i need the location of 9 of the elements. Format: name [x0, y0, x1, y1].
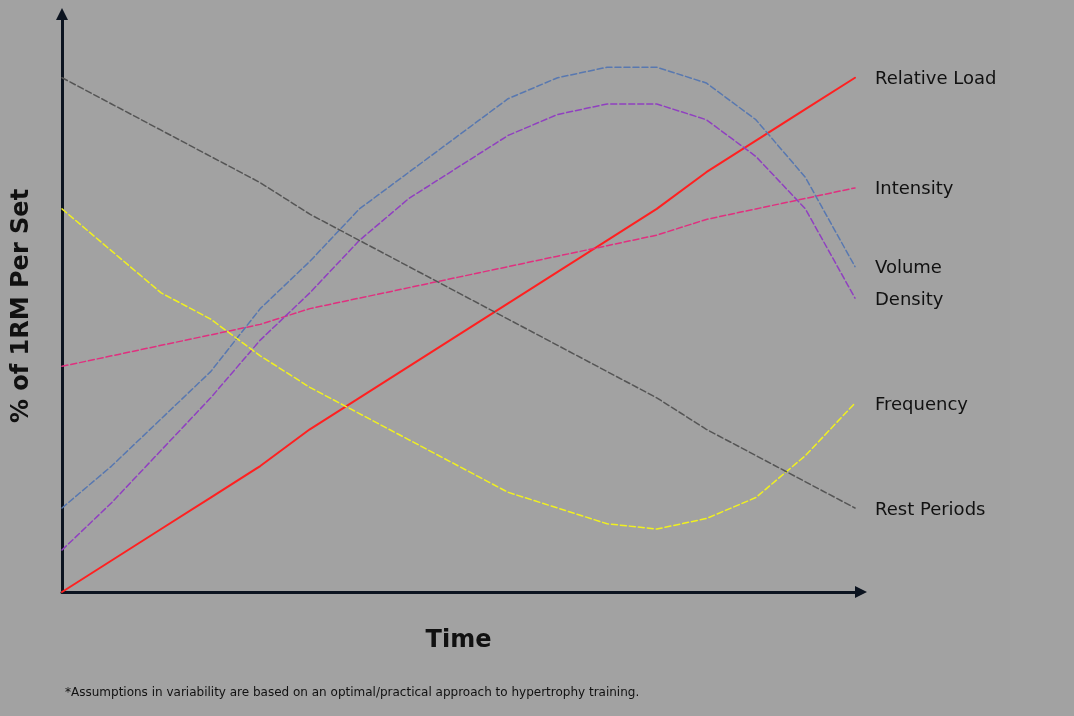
series-label: Density	[875, 287, 944, 309]
series-label: Frequency	[875, 392, 969, 414]
x-axis-title: Time	[425, 625, 492, 653]
y-axis-title: % of 1RM Per Set	[6, 188, 34, 424]
series-label: Relative Load	[875, 67, 997, 89]
series-label: Intensity	[875, 177, 954, 199]
series-label: Rest Periods	[875, 497, 986, 519]
series-label: Volume	[875, 256, 942, 278]
text: *Assumptions in variability are based on an optimal/practical approach to hypertrophy training.	[65, 685, 640, 699]
